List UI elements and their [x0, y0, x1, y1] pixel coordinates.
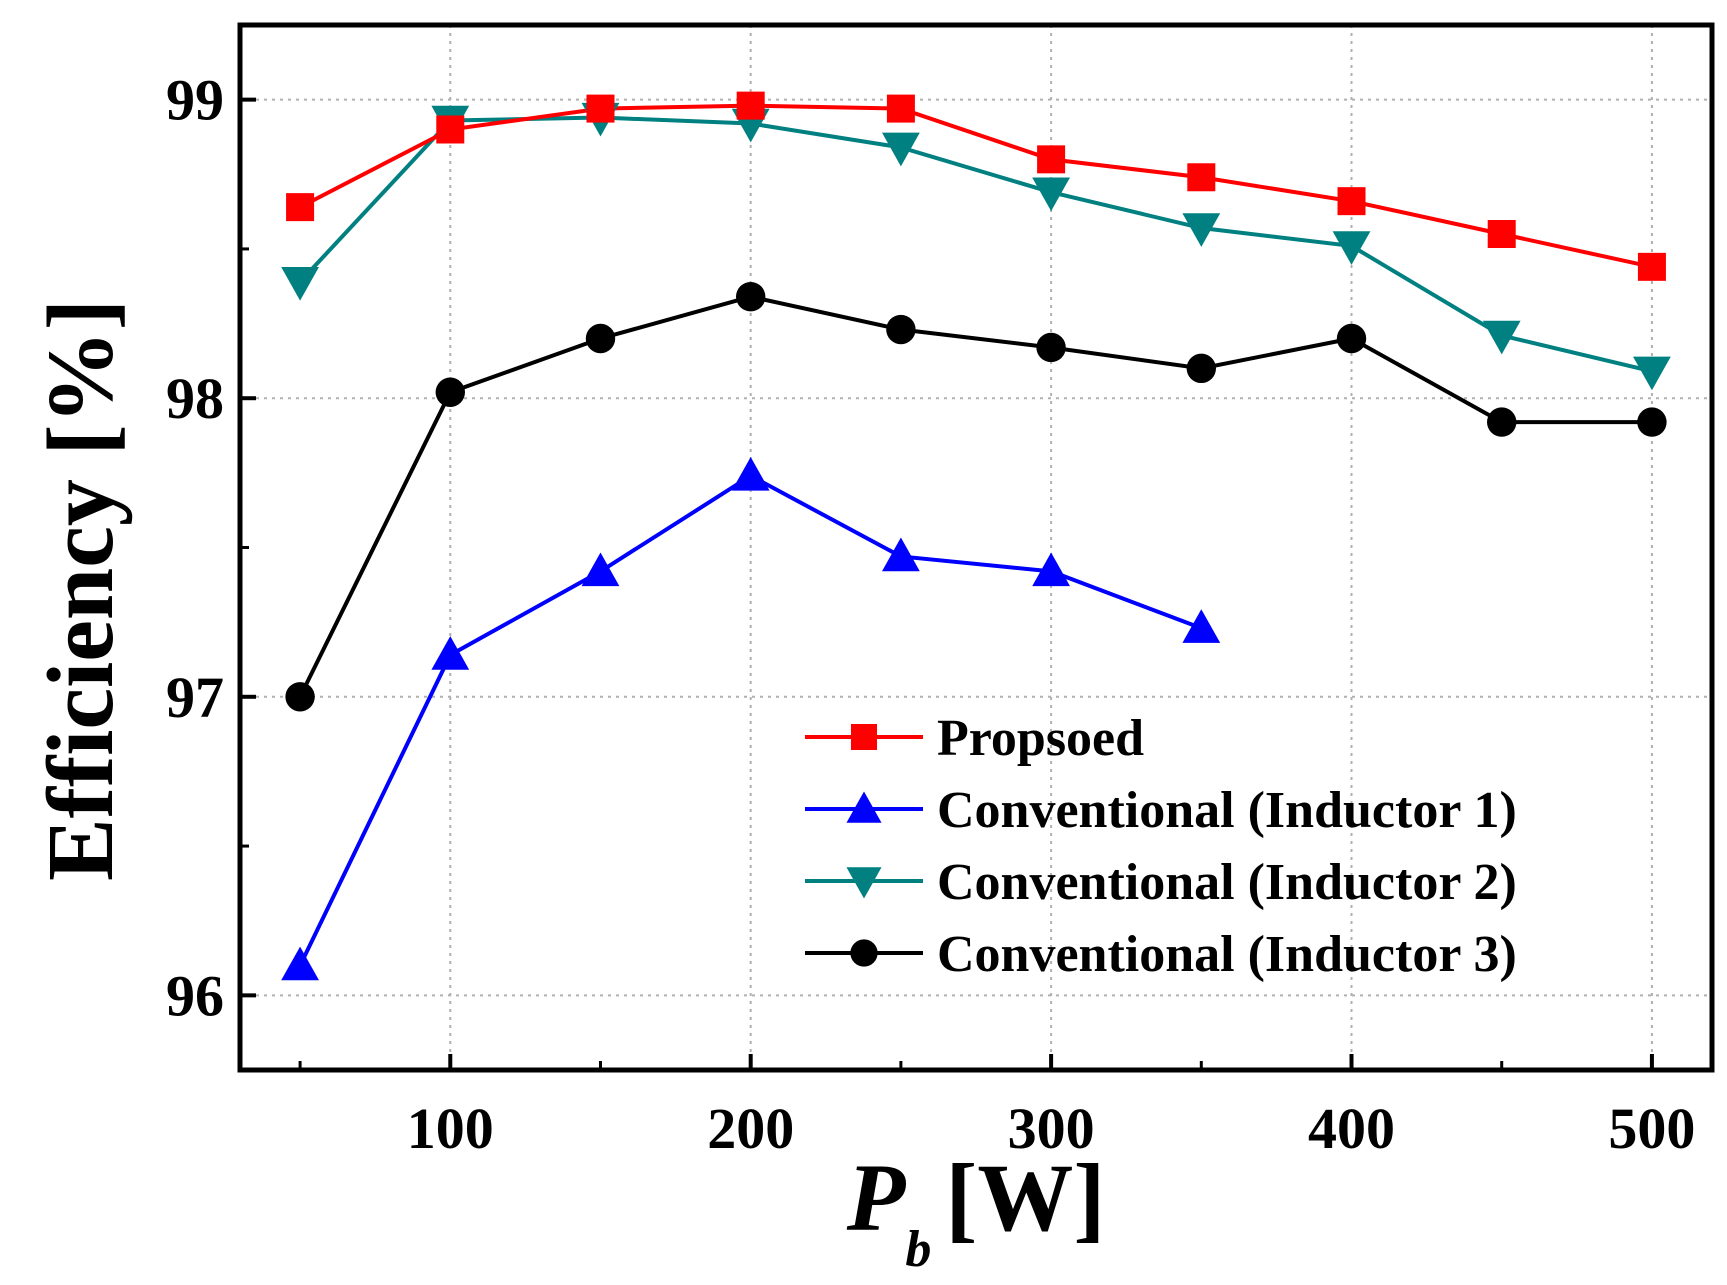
- x-tick-label: 200: [707, 1096, 794, 1161]
- series-layer: [281, 91, 1671, 981]
- data-point-series-2: [581, 552, 620, 587]
- data-point-series-1: [586, 94, 615, 123]
- data-point-series-2: [881, 537, 920, 572]
- legend: Propsoed Conventional (Inductor 1) Convent…: [805, 710, 1517, 983]
- data-point-series-1: [736, 91, 765, 120]
- data-point-series-2: [1032, 552, 1071, 587]
- data-point-series-4: [1637, 407, 1667, 437]
- data-point-series-1: [1187, 163, 1216, 192]
- legend-marker: [846, 791, 882, 823]
- data-point-series-2: [731, 456, 770, 491]
- x-tick-label: 400: [1308, 1096, 1395, 1161]
- x-axis-title: Pb [W]: [846, 1144, 1106, 1278]
- legend-marker: [850, 939, 878, 967]
- x-axis-title-symbol: P: [846, 1144, 907, 1251]
- data-point-series-1: [886, 94, 915, 123]
- axis-ticks: 100 200 300 400 500 96 97 98 99: [166, 68, 1695, 1161]
- data-point-series-3: [1482, 320, 1521, 355]
- data-point-series-4: [585, 323, 616, 354]
- legend-label: Conventional (Inductor 3): [937, 926, 1517, 983]
- data-point-series-4: [1186, 353, 1217, 384]
- series-line-3: [298, 115, 1653, 374]
- x-tick-label: 300: [1008, 1096, 1095, 1161]
- data-point-series-1: [1337, 187, 1366, 216]
- y-tick-label: 96: [166, 963, 224, 1028]
- x-axis-title-subscript: b: [905, 1221, 931, 1278]
- data-point-series-2: [431, 636, 470, 670]
- data-point-series-1: [1487, 220, 1516, 248]
- x-axis-title-unit: [W]: [945, 1144, 1105, 1251]
- data-point-series-3: [1633, 356, 1671, 391]
- data-point-series-1: [286, 193, 315, 222]
- series-line-4: [298, 294, 1652, 698]
- y-tick-label: 97: [166, 665, 224, 730]
- data-point-series-3: [1182, 213, 1221, 247]
- data-point-series-2: [1182, 609, 1221, 643]
- data-point-series-4: [1036, 332, 1066, 363]
- legend-label: Conventional (Inductor 1): [937, 782, 1517, 839]
- data-point-series-4: [886, 314, 916, 345]
- data-point-series-3: [881, 132, 920, 167]
- y-axis-title: Efficiency [%]: [29, 299, 133, 881]
- data-point-series-4: [735, 282, 766, 312]
- data-point-series-4: [435, 377, 465, 407]
- data-point-series-3: [281, 267, 319, 301]
- legend-marker: [846, 867, 882, 899]
- legend-label: Conventional (Inductor 2): [937, 854, 1517, 911]
- series-line-1: [299, 103, 1653, 269]
- data-point-series-3: [1332, 231, 1371, 265]
- data-point-series-1: [1637, 252, 1666, 281]
- x-tick-label: 500: [1608, 1096, 1695, 1161]
- legend-label: Propsoed: [937, 710, 1144, 767]
- data-point-series-4: [285, 682, 315, 712]
- plot-frame: [237, 22, 1715, 1073]
- data-point-series-1: [436, 115, 465, 144]
- grid-lines: [240, 25, 1712, 1070]
- y-tick-label: 98: [166, 366, 224, 431]
- data-point-series-2: [281, 946, 319, 981]
- data-point-series-3: [1032, 177, 1071, 212]
- y-tick-label: 99: [166, 68, 224, 133]
- data-point-series-4: [1336, 323, 1367, 354]
- legend-marker: [851, 724, 877, 750]
- data-point-series-4: [1487, 407, 1517, 437]
- x-tick-label: 100: [407, 1096, 494, 1161]
- data-point-series-1: [1037, 145, 1066, 174]
